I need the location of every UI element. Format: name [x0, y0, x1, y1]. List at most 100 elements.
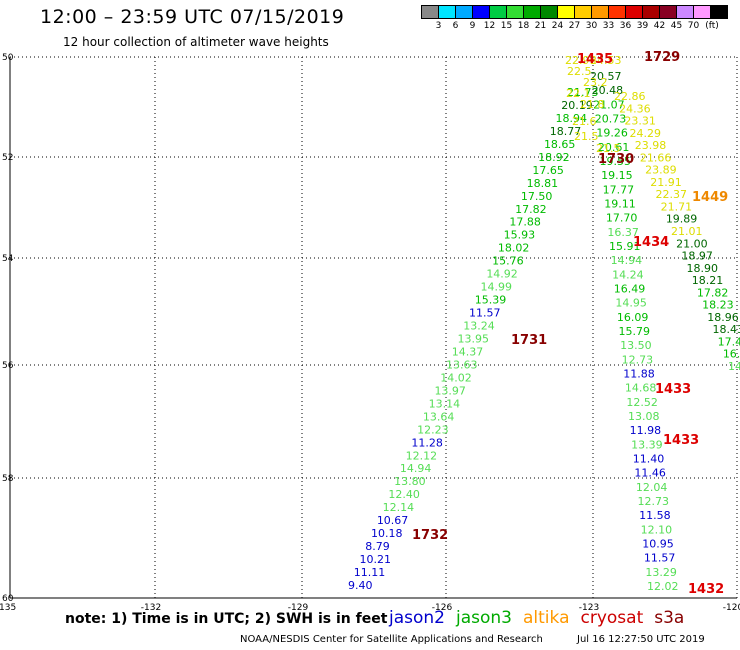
- legend-tick: 18: [517, 21, 530, 31]
- legend-tick: 42: [653, 21, 666, 31]
- pass-time-label: 1729: [644, 50, 680, 65]
- legend-swatch: [710, 5, 728, 19]
- swh-value: 19.55: [600, 155, 632, 168]
- swh-value: 18.21: [692, 274, 724, 287]
- lat-tick-label: 54: [2, 254, 14, 264]
- pass-time-label: 1434: [633, 235, 669, 250]
- legend-tick: 24: [551, 21, 564, 31]
- swh-value: 20.19: [561, 99, 593, 112]
- swh-value: 11.98: [630, 424, 662, 437]
- swh-value: 12.52: [626, 396, 658, 409]
- swh-value: 17.82: [515, 203, 547, 216]
- legend-tick: 30: [585, 21, 598, 31]
- swh-value: 14.: [728, 360, 740, 373]
- lon-tick-label: -120: [723, 603, 740, 613]
- swh-value: 16.09: [617, 311, 649, 324]
- swh-value: 14.94: [400, 462, 432, 475]
- legend-tick: 6: [452, 21, 459, 31]
- page-subtitle: 12 hour collection of altimeter wave hei…: [63, 35, 329, 49]
- lat-tick-label: 52: [2, 153, 13, 163]
- swh-value: 10.21: [360, 553, 392, 566]
- swh-value: 12.23: [417, 423, 449, 436]
- swh-value: 13.64: [423, 410, 455, 423]
- swh-value: 21.00: [676, 237, 708, 250]
- satellite-legend: jason2 jason3 altika cryosat s3a: [389, 608, 684, 628]
- swh-value: 10.95: [642, 538, 674, 551]
- swh-value: 10.18: [371, 527, 403, 540]
- swh-value: 13.97: [434, 384, 466, 397]
- lat-tick-label: 50: [2, 53, 14, 63]
- swh-value: 22.5: [567, 65, 592, 78]
- legend-tick: 45: [670, 21, 683, 31]
- satellite-altika: altika: [523, 608, 570, 628]
- legend-swatches: [421, 5, 728, 19]
- lat-tick-label: 60: [2, 594, 14, 604]
- swh-value: 20.73: [595, 113, 627, 126]
- swh-value: 18.77: [550, 125, 582, 138]
- pass-time-label: 1732: [412, 528, 448, 543]
- swh-value: 21.66: [640, 151, 672, 164]
- legend-tick: 3: [435, 21, 442, 31]
- swh-value: 11.40: [633, 453, 665, 466]
- swh-value: 12.14: [383, 501, 415, 514]
- swh-value: 19.11: [604, 198, 636, 211]
- swh-value: 15.39: [475, 294, 507, 307]
- satellite-jason2: jason2: [389, 608, 445, 628]
- satellite-cryosat: cryosat: [580, 608, 644, 628]
- note-text: note: 1) Time is in UTC; 2) SWH is in fe…: [65, 611, 388, 627]
- legend-tick: 39: [636, 21, 649, 31]
- swh-value: 21.5: [574, 130, 599, 143]
- swh-value: 17.88: [509, 216, 541, 229]
- pass-time-label: 1449: [692, 190, 728, 205]
- legend-ticks: 3 6 9 12 15 18 21 24 27 30 33 36 39 42 45 70 (ft): [421, 21, 727, 31]
- swh-value: 11.46: [634, 467, 666, 480]
- swh-value: 23.31: [624, 115, 656, 128]
- legend-tick: 27: [568, 21, 581, 31]
- swh-value: 21.91: [650, 176, 682, 189]
- swh-value: 13.80: [394, 475, 426, 488]
- pass-time-label: 1731: [511, 333, 547, 348]
- satellite-s3a: s3a: [654, 608, 685, 628]
- swh-value: 18.65: [544, 138, 576, 151]
- swh-value: 22.86: [614, 90, 646, 103]
- swh-value: 17.70: [606, 212, 638, 225]
- swh-value: 20.61: [598, 141, 630, 154]
- lon-tick-label: -135: [0, 603, 16, 613]
- swh-value: 13.95: [458, 333, 490, 346]
- swh-value: 24.53: [590, 54, 622, 67]
- swh-value: 11.88: [623, 368, 655, 381]
- swh-value: 21.71: [661, 200, 693, 213]
- swh-value: 9.40: [348, 579, 373, 592]
- swh-value: 21.01: [671, 225, 703, 238]
- lat-tick-label: 58: [2, 474, 14, 484]
- swh-value: 11.57: [644, 552, 676, 565]
- swh-value: 13.14: [429, 397, 461, 410]
- swh-value: 18.90: [687, 262, 719, 275]
- satellite-jason3: jason3: [456, 608, 512, 628]
- pass-time-label: 1433: [655, 382, 691, 397]
- swh-value: 21.07: [593, 98, 625, 111]
- swh-value: 24.29: [630, 127, 662, 140]
- swh-value: 14.02: [440, 371, 472, 384]
- swh-value: 12.10: [641, 523, 673, 536]
- swh-value: 13.63: [446, 358, 478, 371]
- swh-value: 14.68: [625, 382, 657, 395]
- swh-value: 14.94: [611, 254, 643, 267]
- swh-value: 18.43: [712, 323, 740, 336]
- swh-value: 21.73: [567, 86, 599, 99]
- swh-value: 21.8: [580, 98, 605, 111]
- pass-time-label: 1435: [577, 52, 613, 67]
- wave-height-marks: 21.7320.1918.9418.7718.6518.9217.6518.81…: [348, 50, 740, 597]
- credit-text: NOAA/NESDIS Center for Satellite Applica…: [240, 634, 543, 645]
- map-axes: -135 -132 -129 -126 -123 -120 50 52 54 56 58 60: [0, 53, 740, 613]
- swh-value: 20.48: [592, 84, 624, 97]
- swh-value: 16.9: [723, 348, 740, 361]
- swh-value: 12.73: [638, 495, 670, 508]
- map-grid: [9, 56, 738, 599]
- swh-value: 11.57: [469, 307, 501, 320]
- swh-value: 15.79: [619, 325, 651, 338]
- lon-tick-label: -132: [141, 603, 161, 613]
- swh-value: 17.47: [718, 335, 740, 348]
- swh-value: 10.67: [377, 514, 409, 527]
